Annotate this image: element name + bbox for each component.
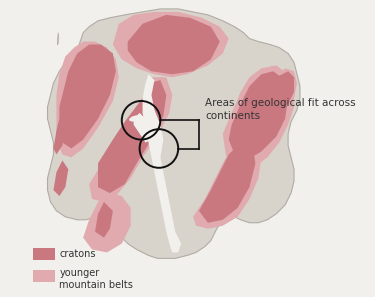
Polygon shape <box>89 77 172 202</box>
Polygon shape <box>267 68 297 113</box>
Polygon shape <box>48 9 300 258</box>
Polygon shape <box>270 71 294 107</box>
Polygon shape <box>54 119 65 154</box>
Polygon shape <box>129 115 149 122</box>
FancyBboxPatch shape <box>33 270 55 282</box>
Polygon shape <box>95 202 113 238</box>
Text: cratons: cratons <box>59 249 96 259</box>
Polygon shape <box>57 33 59 45</box>
Polygon shape <box>56 42 119 157</box>
Polygon shape <box>199 143 255 223</box>
Polygon shape <box>229 71 288 160</box>
Polygon shape <box>142 74 181 252</box>
FancyBboxPatch shape <box>33 248 55 260</box>
Polygon shape <box>113 12 229 77</box>
Polygon shape <box>83 193 130 252</box>
Polygon shape <box>128 15 220 74</box>
Polygon shape <box>59 45 116 148</box>
Polygon shape <box>193 140 261 229</box>
Text: Areas of geological fit across
continents: Areas of geological fit across continent… <box>205 98 356 121</box>
Polygon shape <box>54 160 68 196</box>
Polygon shape <box>134 113 152 143</box>
Text: younger
mountain belts: younger mountain belts <box>59 268 133 290</box>
Polygon shape <box>155 138 160 154</box>
Polygon shape <box>223 65 294 172</box>
Polygon shape <box>98 80 166 193</box>
